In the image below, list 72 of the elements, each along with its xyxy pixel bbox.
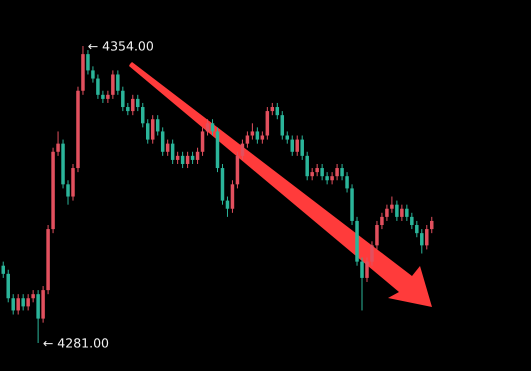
candlestick — [395, 200, 399, 222]
candlestick — [156, 114, 160, 136]
candlestick — [11, 294, 15, 316]
candlestick — [126, 102, 130, 116]
candlestick — [385, 204, 389, 222]
candlestick — [16, 294, 20, 316]
candlestick — [256, 126, 260, 144]
annotation: ← 4281.00 — [42, 335, 110, 350]
candlestick — [141, 102, 144, 128]
candlestick — [101, 90, 105, 104]
candlestick — [330, 172, 334, 185]
candlestick — [91, 66, 95, 84]
candlestick — [420, 228, 424, 254]
candlestick — [111, 70, 115, 100]
candlestick — [26, 294, 30, 311]
candlestick — [1, 261, 5, 278]
candlestick — [315, 163, 319, 177]
candlestick — [290, 135, 294, 156]
candlestick — [56, 130, 60, 156]
candlestick — [136, 94, 140, 112]
candlestick — [116, 70, 120, 96]
candlestick — [121, 86, 125, 112]
candlestick — [430, 216, 434, 234]
candlestick — [276, 102, 280, 120]
candlestick — [66, 180, 70, 206]
candlestick — [166, 139, 170, 156]
candlestick — [415, 220, 419, 238]
candlestick — [305, 151, 309, 181]
candlestick — [240, 139, 244, 160]
candlestick — [131, 94, 135, 116]
candlestick — [210, 118, 214, 136]
candlestick — [380, 212, 384, 230]
candlestick — [31, 290, 35, 303]
candlestick — [106, 90, 110, 104]
candlestick — [365, 257, 369, 282]
candlestick — [96, 74, 100, 100]
candlestick — [335, 163, 339, 181]
candlestick — [390, 196, 394, 214]
candlestick — [176, 151, 180, 164]
candlestick — [375, 220, 379, 250]
candlestick — [250, 122, 254, 140]
candlestick — [21, 294, 25, 311]
annotation: ← 4354.00 — [88, 38, 154, 54]
candlestick — [425, 224, 429, 250]
candlestick — [280, 110, 284, 140]
candlestick — [345, 172, 349, 193]
candlestick — [200, 126, 204, 156]
candlestick — [340, 163, 344, 181]
candlestick — [206, 118, 210, 136]
candlestick — [295, 135, 299, 156]
candlestick — [320, 163, 324, 181]
candlestick — [146, 118, 150, 144]
candlestick — [86, 50, 90, 75]
candlestick — [246, 130, 250, 148]
candlestick — [400, 204, 404, 222]
candlestick — [300, 135, 304, 160]
candlestick — [405, 204, 409, 222]
candlestick — [170, 139, 174, 164]
candlestick — [160, 126, 164, 156]
candlestick — [150, 114, 154, 144]
candlestick — [226, 196, 230, 218]
candlestick — [325, 172, 329, 185]
candlestick — [180, 151, 184, 169]
candlestick — [196, 147, 200, 164]
candlestick — [310, 168, 314, 181]
candlestick — [186, 151, 190, 169]
candlestick — [370, 240, 374, 266]
candlestick — [260, 130, 264, 144]
candlestick — [270, 102, 274, 116]
candlestick — [286, 130, 290, 144]
candlestick — [410, 212, 414, 230]
candlestick — [190, 151, 194, 164]
